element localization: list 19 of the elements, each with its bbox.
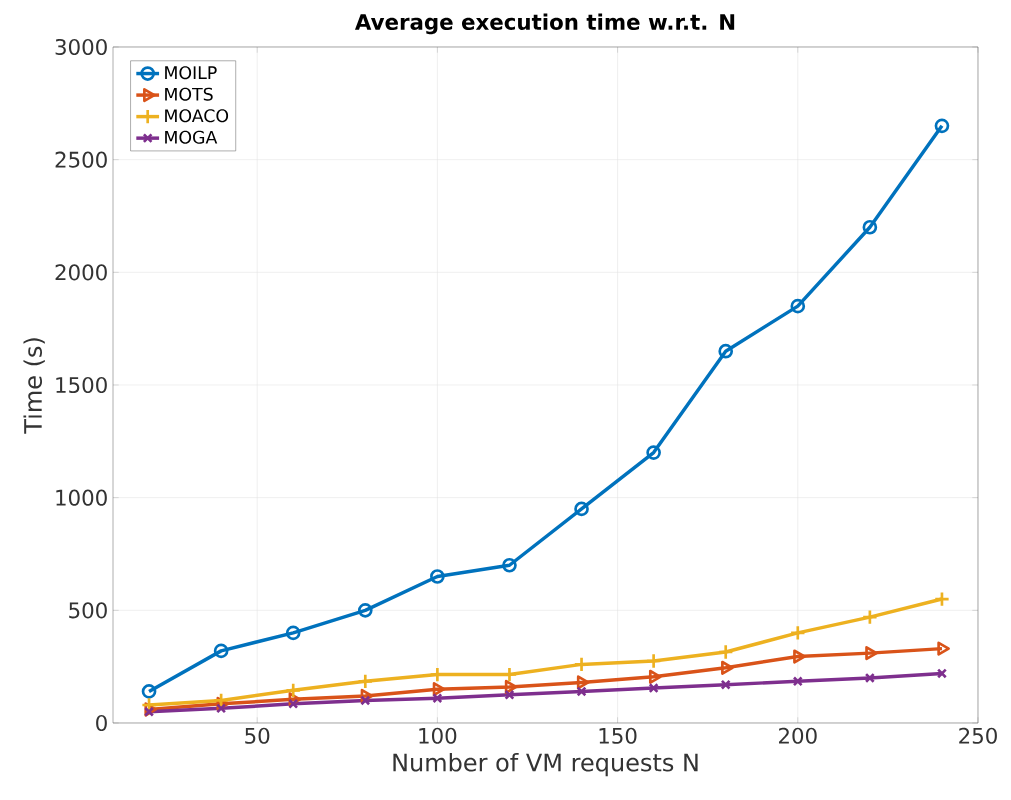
y-tick-label: 1000 (56, 489, 107, 506)
chart-title: Average execution time w.r.t. N (354, 13, 735, 35)
legend-label: MOGA (165, 130, 218, 144)
y-tick-label: 1500 (56, 376, 107, 394)
x-tick-label: 50 (245, 727, 270, 744)
y-tick-label: 2000 (55, 264, 107, 281)
x-tick-label: 150 (599, 727, 637, 744)
legend-label: MOTS (165, 87, 213, 101)
x-tick-label: 100 (419, 727, 457, 744)
y-tick-label: 500 (69, 602, 107, 619)
x-axis-title: Number of VM requests N (393, 752, 698, 777)
legend-label: MOILP (165, 66, 217, 80)
y-tick-label: 2500 (55, 151, 107, 168)
y-tick-label: 3000 (55, 38, 107, 56)
y-tick-label: 0 (96, 714, 107, 732)
legend-label: MOACO (165, 109, 229, 123)
x-tick-label: 250 (959, 727, 997, 744)
y-axis-title: Time (s) (23, 338, 45, 434)
x-tick-label: 200 (779, 727, 817, 744)
